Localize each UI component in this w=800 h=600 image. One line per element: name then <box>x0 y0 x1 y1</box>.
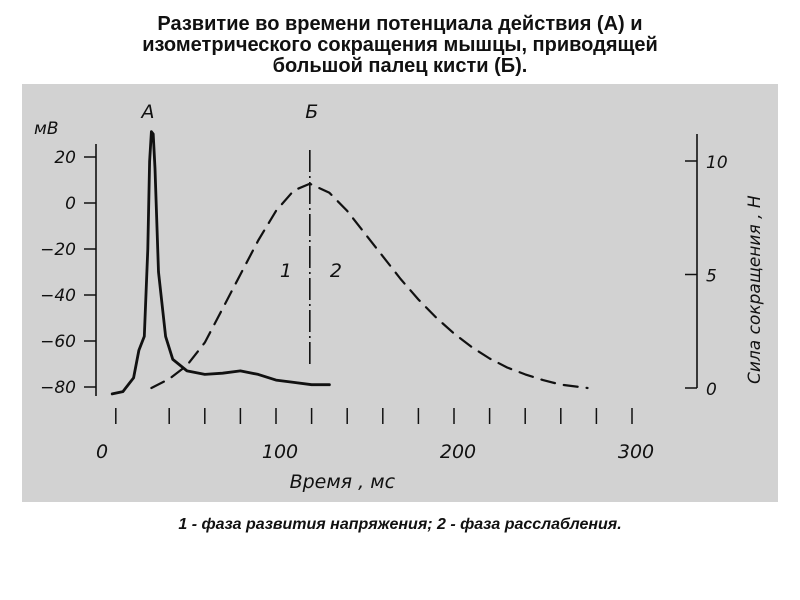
title-line-2: изометрического сокращения мышцы, привод… <box>142 34 658 56</box>
right-tick-label-0: 10 <box>706 153 728 173</box>
right-tick-label-2: 0 <box>706 380 717 400</box>
left-tick-label-5: −80 <box>40 378 76 398</box>
left-tick-label-2: −20 <box>40 240 76 260</box>
x-tick-label-0: 0 <box>96 441 108 463</box>
curve-label-b: Б <box>305 101 318 123</box>
phase-label-1: 1 <box>280 260 292 282</box>
phase-label-2: 2 <box>330 260 342 282</box>
title-line-1: Развитие во времени потенциала действия … <box>157 13 643 35</box>
slide-title: Развитие во времени потенциала действия … <box>20 14 780 77</box>
curve-label-a: А <box>140 101 155 123</box>
title-line-3: большой палец кисти (Б). <box>272 55 528 77</box>
left-tick-label-3: −40 <box>40 286 76 306</box>
left-tick-label-4: −60 <box>40 332 76 352</box>
left-tick-label-0: 20 <box>54 148 76 168</box>
figure-caption: 1 - фаза развития напряжения; 2 - фаза р… <box>178 516 622 533</box>
right-tick-label-1: 5 <box>706 267 717 287</box>
x-tick-label-2: 200 <box>440 441 476 463</box>
x-axis-label: Время , мс <box>290 471 396 493</box>
contraction-force-curve <box>150 182 589 390</box>
left-tick-label-1: 0 <box>65 194 76 214</box>
left-axis-label: мВ <box>34 119 59 139</box>
x-tick-label-1: 100 <box>262 441 298 463</box>
chart-panel: 20 0 −20 −40 −60 −80 мВ 10 5 0 Сила сокращения , Н… <box>22 84 778 502</box>
x-tick-label-3: 300 <box>618 441 654 463</box>
action-potential-curve <box>110 130 331 396</box>
right-axis-label: Сила сокращения , Н <box>745 195 765 384</box>
